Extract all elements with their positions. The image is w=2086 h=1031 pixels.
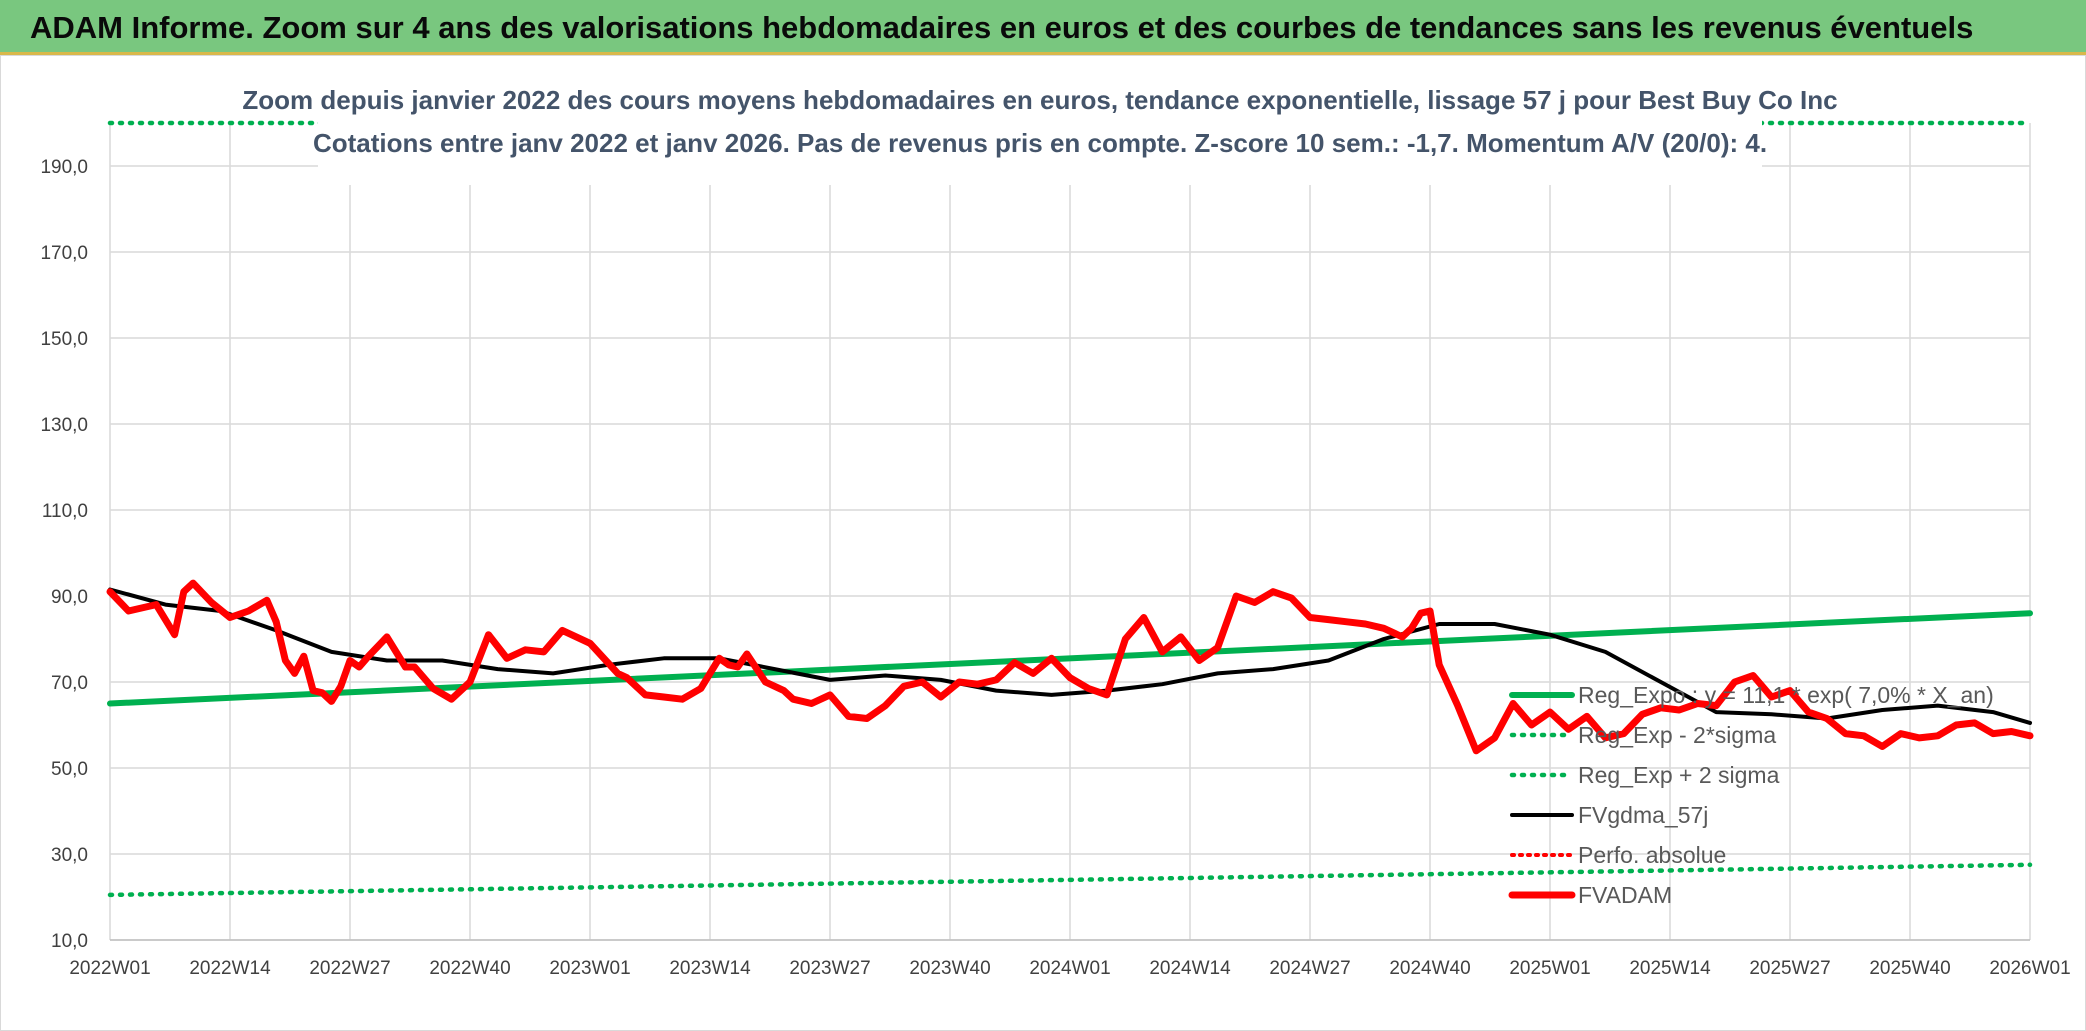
y-tick-label: 10,0 <box>51 931 88 952</box>
x-tick-label: 2023W27 <box>789 958 870 979</box>
x-tick-label: 2024W40 <box>1389 958 1470 979</box>
x-tick-label: 2025W27 <box>1749 958 1830 979</box>
y-tick-label: 50,0 <box>51 759 88 780</box>
series-reg-minus-2sigma <box>107 862 2033 898</box>
x-tick-label: 2023W14 <box>669 958 751 979</box>
y-tick-label: 190,0 <box>40 157 88 178</box>
x-tick-label: 2022W27 <box>309 958 390 979</box>
legend-item-perfo-absolue: Perfo. absolue <box>1578 842 1726 868</box>
y-axis-ticks: 10,0 30,0 50,0 70,0 90,0 110,0 130,0 150,0 170,0… <box>40 157 88 952</box>
x-tick-label: 2025W01 <box>1509 958 1590 979</box>
subtitle-box <box>318 77 1762 185</box>
legend-item-reg-expo: Reg_Expo : y = 11,1 * exp( 7,0% * X_an) <box>1578 682 1994 708</box>
x-tick-label: 2025W40 <box>1869 958 1950 979</box>
x-tick-label: 2022W01 <box>69 958 150 979</box>
x-tick-label: 2026W01 <box>1989 958 2070 979</box>
y-tick-label: 90,0 <box>51 587 88 608</box>
y-tick-label: 70,0 <box>51 673 88 694</box>
x-tick-label: 2024W14 <box>1149 958 1231 979</box>
x-tick-label: 2022W40 <box>429 958 510 979</box>
series-fvadam <box>106 579 2034 755</box>
y-tick-label: 30,0 <box>51 845 88 866</box>
y-tick-label: 170,0 <box>40 243 88 264</box>
chart-subtitle-line1: Zoom depuis janvier 2022 des cours moyen… <box>242 85 1837 115</box>
legend-item-reg-plus-2sigma: Reg_Exp + 2 sigma <box>1578 762 1780 788</box>
x-axis-ticks: 2022W01 2022W14 2022W27 2022W40 2023W01 2023W… <box>69 958 2070 979</box>
x-tick-label: 2022W14 <box>189 958 271 979</box>
x-tick-label: 2023W01 <box>549 958 630 979</box>
line-chart: 10,0 30,0 50,0 70,0 90,0 110,0 130,0 150,0 170,0… <box>0 55 2086 1031</box>
x-tick-label: 2025W14 <box>1629 958 1711 979</box>
series-fvgdma-57j <box>108 587 2032 725</box>
chart-legend: Reg_Expo : y = 11,1 * exp( 7,0% * X_an) R… <box>1508 682 1994 908</box>
x-tick-label: 2023W40 <box>909 958 990 979</box>
chart-subtitle-line2: Cotations entre janv 2022 et janv 2026. … <box>313 128 1767 158</box>
y-tick-label: 130,0 <box>40 415 88 436</box>
x-tick-label: 2024W27 <box>1269 958 1350 979</box>
x-tick-label: 2024W01 <box>1029 958 1110 979</box>
report-title: ADAM Informe. Zoom sur 4 ans des valoris… <box>0 0 2086 52</box>
chart-frame <box>0 55 2086 1031</box>
legend-item-fvadam: FVADAM <box>1578 882 1672 908</box>
y-tick-label: 110,0 <box>42 501 88 522</box>
legend-item-reg-minus-2sigma: Reg_Exp - 2*sigma <box>1578 722 1776 748</box>
title-underline <box>0 52 2086 55</box>
legend-item-fvgdma-57j: FVgdma_57j <box>1578 802 1708 828</box>
y-tick-label: 150,0 <box>40 329 88 350</box>
